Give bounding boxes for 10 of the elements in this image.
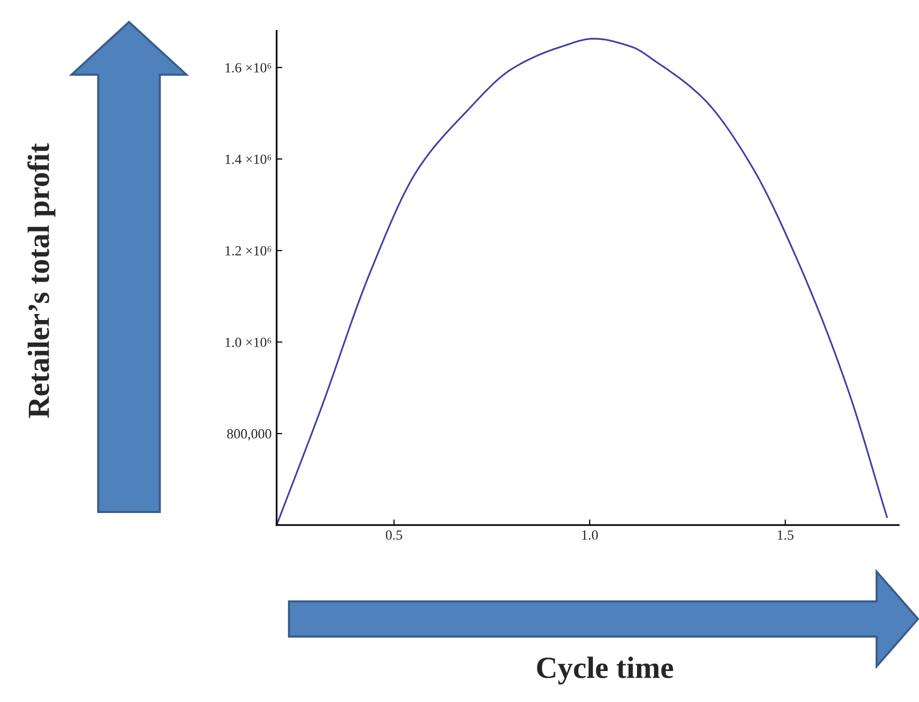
y-tick-label: 1.0 ×10⁶ xyxy=(226,338,272,348)
x-tick-label: 1.0 xyxy=(582,530,598,540)
x-axis-title: Cycle time xyxy=(537,656,674,684)
y-tick-label: 1.6 ×10⁶ xyxy=(226,63,272,73)
text: Retailer’s total profit xyxy=(27,143,56,418)
y-tick-label: 1.4 ×10⁶ xyxy=(226,154,272,164)
x-tick-label: 1.5 xyxy=(778,530,794,540)
x-tick-label: 0.5 xyxy=(386,530,402,540)
y-tick-label: 800,000 xyxy=(227,429,272,441)
y-tick-label: 1.2 ×10⁶ xyxy=(226,246,272,256)
